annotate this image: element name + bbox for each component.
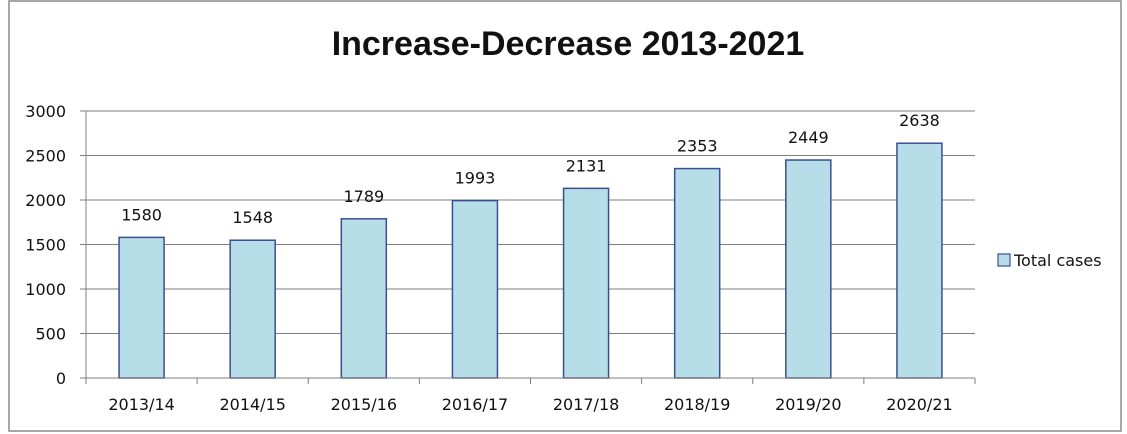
axes: 0 500 1000 1500 2000 2500 3000 2013/14 2014/15 20… — [25, 102, 976, 414]
data-label: 1580 — [121, 205, 162, 224]
legend-swatch-total-cases — [997, 253, 1011, 267]
legend-label-total-cases: Total cases — [1013, 251, 1102, 270]
data-label: 2449 — [788, 128, 829, 147]
data-label: 2638 — [899, 111, 940, 130]
x-tick-label: 2014/15 — [219, 395, 285, 414]
data-label: 2353 — [677, 137, 718, 156]
x-tick-label: 2018/19 — [664, 395, 730, 414]
x-tick-label: 2020/21 — [886, 395, 952, 414]
bar-2013-14 — [118, 236, 165, 379]
bar-2016-17 — [451, 199, 499, 379]
bars: 1580 1548 1789 1993 2131 2353 2449 2638 — [118, 111, 943, 379]
bar-2017-18 — [562, 187, 610, 379]
y-tick-label: 1000 — [25, 280, 66, 299]
y-tick-label: 1500 — [25, 236, 66, 255]
x-tick-label: 2016/17 — [442, 395, 508, 414]
bar-2020-21 — [896, 142, 943, 379]
chart-title: Increase-Decrease 2013-2021 — [332, 25, 805, 63]
y-tick-label: 2500 — [25, 147, 66, 166]
legend: Total cases — [997, 251, 1102, 270]
x-tick-label: 2013/14 — [108, 395, 174, 414]
y-tick-label: 3000 — [25, 102, 66, 121]
data-label: 1993 — [455, 169, 496, 188]
bar-2015-16 — [340, 218, 388, 379]
y-tick-label: 2000 — [25, 191, 66, 210]
bar-2014-15 — [229, 239, 276, 379]
bar-2019-20 — [785, 159, 832, 379]
x-tick-label: 2019/20 — [775, 395, 841, 414]
x-tick-label: 2015/16 — [331, 395, 397, 414]
data-label: 1789 — [343, 187, 384, 206]
data-label: 1548 — [232, 208, 273, 227]
data-label: 2131 — [566, 156, 607, 175]
y-tick-label: 0 — [56, 369, 66, 388]
x-tick-label: 2017/18 — [553, 395, 619, 414]
y-tick-label: 500 — [35, 325, 66, 344]
bar-2018-19 — [673, 167, 721, 379]
